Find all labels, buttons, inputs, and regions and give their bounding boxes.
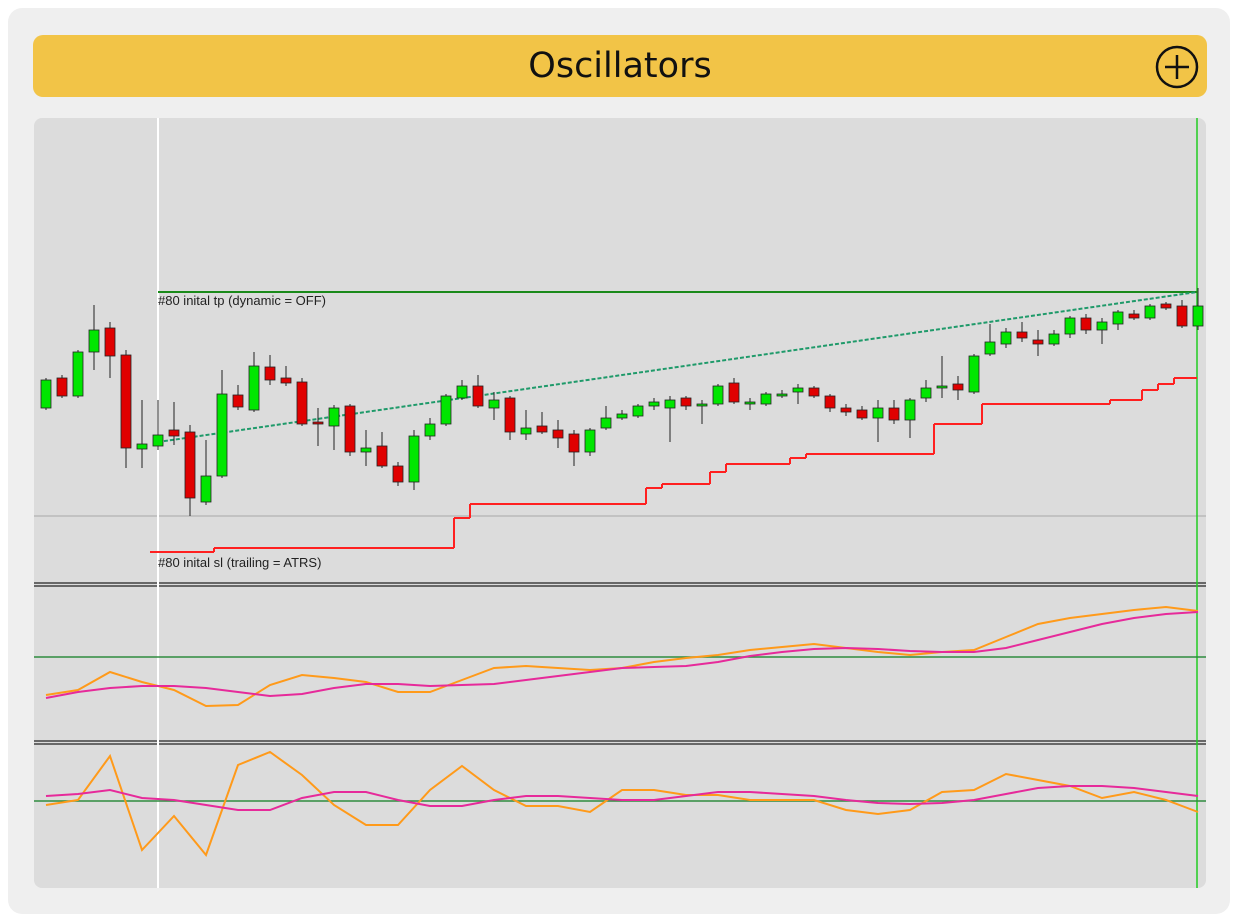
candle-body	[392, 465, 404, 483]
candle-body	[792, 387, 804, 393]
candle-body	[936, 385, 948, 389]
candle-body	[408, 435, 420, 483]
candle-body	[488, 399, 500, 409]
candle-body	[152, 434, 164, 447]
candle-body	[168, 429, 180, 437]
panel-title: Oscillators	[528, 46, 712, 86]
candle-body	[344, 405, 356, 453]
candle-body	[328, 407, 340, 427]
oscillator-line	[45, 785, 1199, 811]
candle-body	[840, 407, 852, 413]
candle-body	[984, 341, 996, 355]
candle-body	[888, 407, 900, 421]
candle-body	[968, 355, 980, 393]
candle-body	[56, 377, 68, 397]
candle-body	[504, 397, 516, 433]
candle-body	[296, 381, 308, 425]
candle-body	[104, 327, 116, 357]
candle-body	[312, 421, 324, 425]
candle-body	[360, 447, 372, 453]
candle-body	[1016, 331, 1028, 339]
candle-body	[1080, 317, 1092, 331]
sl-label: #80 inital sl (trailing = ATRS)	[158, 555, 321, 570]
candle-body	[824, 395, 836, 409]
candle-body	[280, 377, 292, 384]
candle-body	[1000, 331, 1012, 345]
candle-body	[376, 445, 388, 467]
candle-body	[600, 417, 612, 429]
candle-body	[440, 395, 452, 425]
candle-body	[904, 399, 916, 421]
candle-body	[616, 413, 628, 419]
candle-body	[552, 429, 564, 439]
candle-body	[424, 423, 436, 437]
candle-body	[648, 401, 660, 407]
candle-body	[1032, 339, 1044, 345]
candle-body	[1144, 305, 1156, 319]
candle-body	[696, 403, 708, 407]
candle-body	[88, 329, 100, 353]
candle-body	[232, 394, 244, 408]
candle-body	[952, 383, 964, 391]
candle-body	[72, 351, 84, 397]
candle-body	[136, 443, 148, 450]
candle-body	[1064, 317, 1076, 335]
candle-body	[664, 399, 676, 409]
candle-body	[920, 387, 932, 399]
candle-body	[248, 365, 260, 411]
candle-body	[1048, 333, 1060, 345]
candle-body	[40, 379, 52, 409]
candle-body	[264, 366, 276, 381]
candle-body	[584, 429, 596, 453]
candle-body	[760, 393, 772, 405]
candle-body	[1192, 305, 1204, 327]
candle-body	[712, 385, 724, 405]
candle-body	[1128, 313, 1140, 319]
candle-body	[856, 409, 868, 419]
tp-label: #80 inital tp (dynamic = OFF)	[158, 293, 326, 308]
oscillator-line	[45, 750, 1199, 858]
candle-body	[536, 425, 548, 433]
expand-button[interactable]	[1155, 45, 1199, 89]
candle-body	[472, 385, 484, 407]
candle-body	[808, 387, 820, 397]
candle-body	[184, 431, 196, 499]
panel-header: Oscillators	[33, 35, 1207, 97]
candle-body	[120, 354, 132, 449]
candle-body	[456, 385, 468, 399]
candle-body	[1160, 303, 1172, 309]
candle-body	[872, 407, 884, 419]
candle-body	[520, 427, 532, 435]
candle-body	[680, 397, 692, 407]
candle-body	[1176, 305, 1188, 327]
candle-body	[744, 401, 756, 405]
oscillator-line	[45, 611, 1199, 699]
candle-body	[728, 382, 740, 403]
candle-body	[568, 433, 580, 453]
candle-body	[216, 393, 228, 477]
candle-body	[1112, 311, 1124, 325]
candle-body	[632, 405, 644, 417]
candle-body	[776, 393, 788, 397]
candle-body	[200, 475, 212, 503]
candle-body	[1096, 321, 1108, 331]
